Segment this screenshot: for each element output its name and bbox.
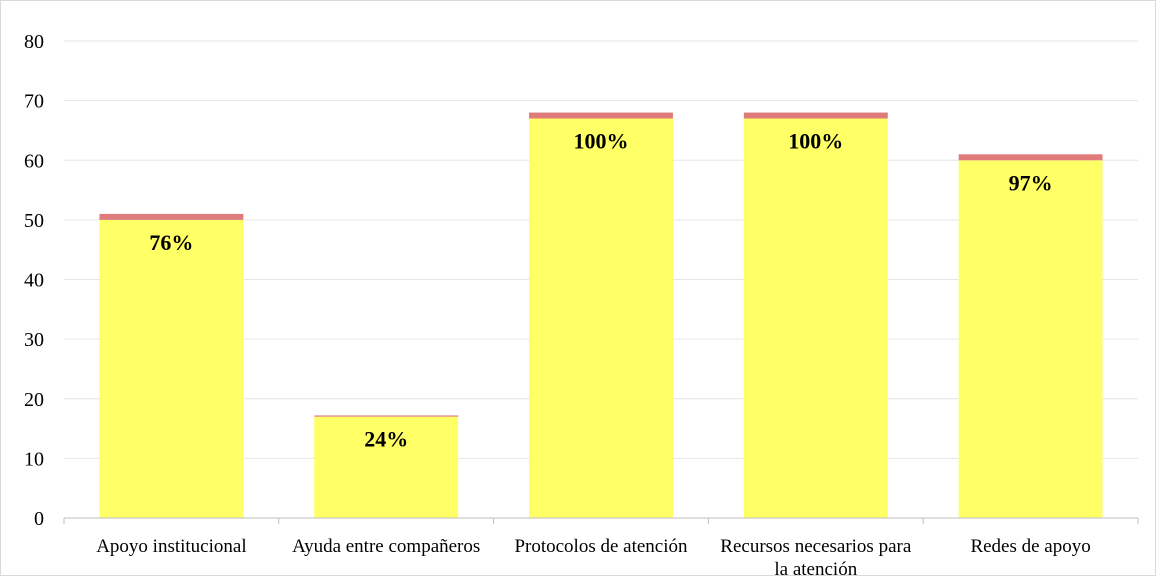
y-tick-label: 40: [24, 270, 44, 292]
bars: 76% 24% 100% 100% 97%: [99, 112, 1103, 518]
y-tick-label: 60: [24, 150, 44, 172]
data-label: 100%: [788, 129, 843, 154]
bar-main: [743, 118, 888, 518]
x-category-label: Apoyo institucional: [96, 536, 246, 557]
y-tick-label: 70: [24, 91, 44, 113]
x-category-label: Ayuda entre compañeros: [292, 536, 480, 557]
data-label: 100%: [574, 129, 629, 154]
y-tick-label: 30: [24, 329, 44, 351]
bar-main: [958, 160, 1103, 518]
bar-main: [99, 219, 244, 518]
x-category-label: Redes de apoyo: [970, 536, 1090, 557]
x-category-label: Recursos necesarios para: [720, 536, 912, 557]
y-tick-label: 80: [24, 31, 44, 53]
bar-top-segment: [958, 154, 1103, 161]
x-category-label: la atención: [774, 559, 857, 576]
x-category-label: Protocolos de atención: [514, 536, 688, 557]
bar-top-segment: [529, 112, 673, 119]
bar-main: [529, 118, 673, 518]
bar-top-segment: [743, 112, 888, 119]
data-label: 76%: [149, 230, 193, 255]
y-tick-label: 20: [24, 389, 44, 411]
data-label: 97%: [1009, 170, 1053, 195]
x-axis: Apoyo institucional Ayuda entre compañero…: [63, 517, 1139, 576]
bar-top-segment: [314, 415, 459, 417]
bar-top-segment: [99, 213, 244, 220]
y-tick-label: 10: [24, 448, 44, 470]
y-tick-label: 50: [24, 210, 44, 232]
bar-main: [314, 416, 459, 518]
y-axis: 0 10 20 30 40 50 60 70 80: [24, 31, 44, 530]
y-tick-label: 0: [34, 508, 44, 530]
data-label: 24%: [364, 427, 408, 452]
